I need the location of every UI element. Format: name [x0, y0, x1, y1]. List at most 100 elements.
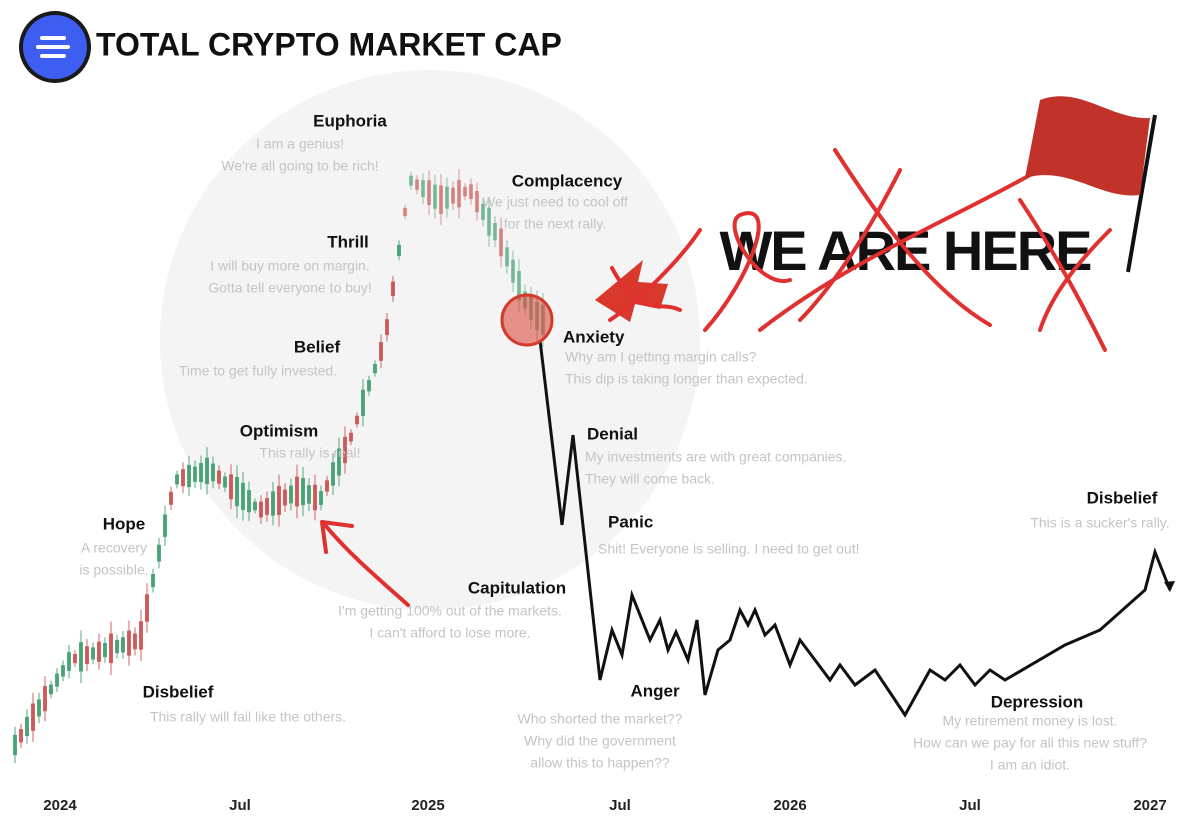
- candle: [163, 514, 167, 537]
- candle: [343, 436, 347, 464]
- phase-quote: This rally is real!: [259, 445, 360, 461]
- candle: [499, 228, 503, 257]
- candle: [385, 319, 389, 336]
- title: TOTAL CRYPTO MARKET CAP: [96, 26, 562, 62]
- candle: [361, 389, 365, 416]
- candle: [25, 716, 29, 737]
- phase-label: Disbelief: [143, 682, 214, 701]
- candle: [517, 270, 521, 301]
- candle: [451, 187, 455, 204]
- phase-label: Disbelief: [1087, 488, 1158, 507]
- phase-quote: is possible.: [79, 562, 148, 578]
- phase-label: Complacency: [512, 171, 623, 190]
- watermark: [160, 70, 700, 610]
- x-tick-label: Jul: [609, 797, 631, 814]
- candle: [169, 491, 173, 505]
- candle: [307, 485, 311, 504]
- phase-label: Denial: [587, 424, 638, 443]
- candle: [229, 474, 233, 500]
- candle: [271, 491, 275, 516]
- phase-quote: Why am I getting margin calls?: [565, 349, 757, 365]
- candle: [145, 594, 149, 622]
- candle: [115, 640, 119, 654]
- candle: [295, 476, 299, 507]
- candle: [205, 457, 209, 485]
- candle: [55, 673, 59, 687]
- candle: [211, 463, 215, 482]
- candle: [403, 207, 407, 217]
- candle: [79, 642, 83, 672]
- x-tick-label: 2027: [1133, 797, 1166, 814]
- phase-quote: We just need to cool off: [482, 194, 628, 210]
- phase-quote: We're all going to be rich!: [221, 158, 378, 174]
- scribbles: [608, 148, 1112, 352]
- candle: [127, 630, 131, 656]
- phase-quote: I'm getting 100% out of the markets.: [338, 603, 562, 619]
- candle: [37, 699, 41, 717]
- arrow-head: [1164, 581, 1175, 592]
- x-tick-label: 2024: [43, 797, 77, 814]
- candle: [481, 203, 485, 220]
- candle: [505, 247, 509, 267]
- candle: [187, 464, 191, 488]
- candle: [469, 184, 473, 200]
- candle: [19, 729, 23, 743]
- phase-label: Belief: [294, 337, 341, 356]
- candle: [457, 179, 461, 208]
- candle: [121, 637, 125, 653]
- candle: [43, 686, 47, 712]
- candle: [277, 485, 281, 516]
- candle: [337, 448, 341, 476]
- phase-quote: Time to get fully invested.: [179, 363, 337, 379]
- candle: [445, 186, 449, 209]
- phase-quote: This dip is taking longer than expected.: [565, 371, 808, 387]
- candle: [133, 633, 137, 650]
- candle: [241, 482, 245, 510]
- candle: [73, 654, 77, 664]
- phase-quote: allow this to happen??: [530, 755, 670, 771]
- candle: [463, 186, 467, 197]
- candle: [493, 223, 497, 241]
- phase-label: Hope: [103, 514, 146, 533]
- phase-quote: Gotta tell everyone to buy!: [208, 280, 371, 296]
- candle: [439, 185, 443, 214]
- phase-quote: My investments are with great companies.: [585, 449, 846, 465]
- candle: [13, 734, 17, 756]
- candle: [313, 484, 317, 511]
- candle: [319, 491, 323, 505]
- candle: [91, 647, 95, 660]
- phase-quote: This rally will fail like the others.: [150, 709, 346, 725]
- candle: [367, 380, 371, 392]
- candle: [157, 544, 161, 562]
- candle: [433, 184, 437, 209]
- phase-label: Thrill: [327, 232, 369, 251]
- phase-quote: This is a sucker's rally.: [1030, 515, 1169, 531]
- candle: [175, 474, 179, 485]
- phase-quote: They will come back.: [585, 471, 715, 487]
- phase-quote: A recovery: [81, 540, 147, 556]
- phase-label: Capitulation: [468, 578, 566, 597]
- candle: [511, 259, 515, 283]
- candle: [235, 476, 239, 507]
- candle: [289, 485, 293, 504]
- phase-quote: I am an idiot.: [990, 757, 1070, 773]
- candle: [67, 652, 71, 671]
- candle: [373, 363, 377, 374]
- logo: [19, 11, 91, 83]
- candle: [259, 501, 263, 518]
- phase-quote: for the next rally.: [504, 216, 606, 232]
- candle: [331, 462, 335, 486]
- candle: [199, 463, 203, 483]
- candle: [97, 641, 101, 662]
- highlight-circle: [500, 293, 554, 347]
- candle: [31, 703, 35, 731]
- phase-quote: Shit! Everyone is selling. I need to get…: [598, 541, 860, 557]
- candle: [415, 179, 419, 190]
- phase-label: Optimism: [240, 421, 318, 440]
- candle: [181, 469, 185, 487]
- candle: [253, 501, 257, 511]
- x-tick-label: 2026: [773, 797, 806, 814]
- candle: [475, 191, 479, 213]
